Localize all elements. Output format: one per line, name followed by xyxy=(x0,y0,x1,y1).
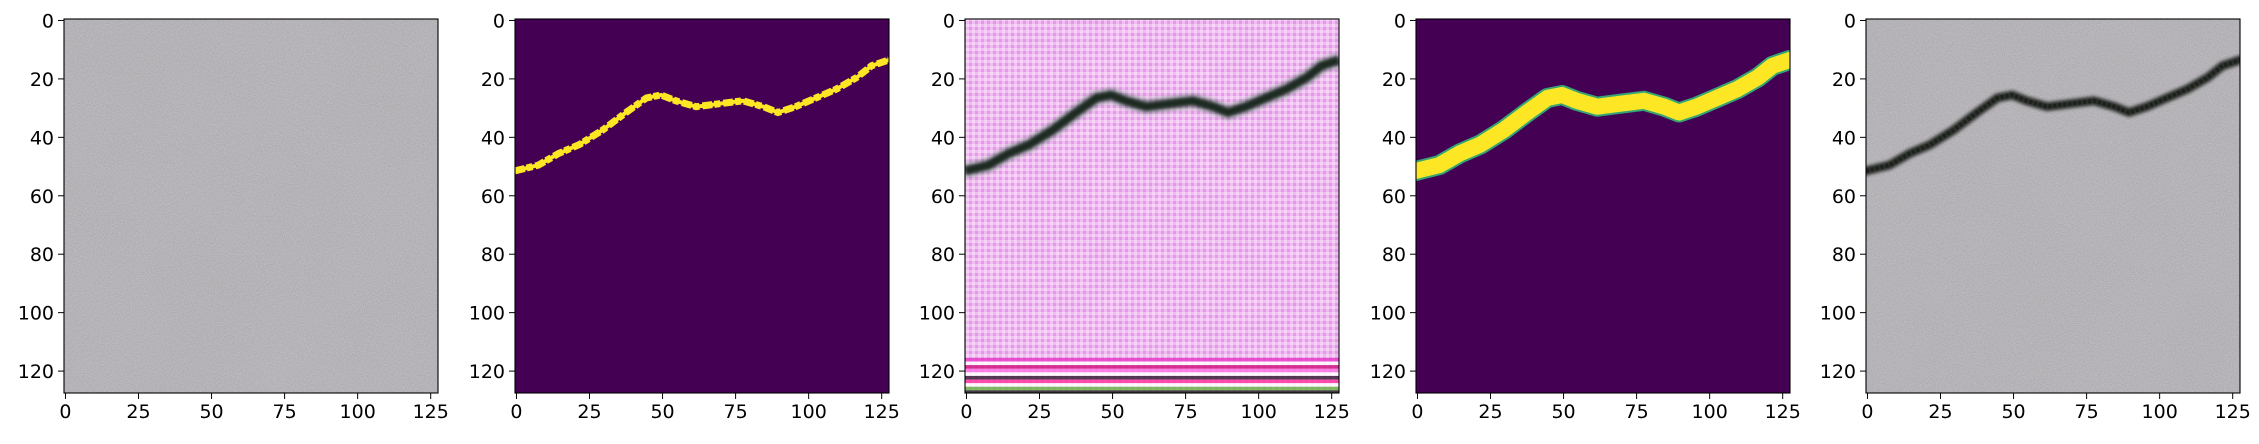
x-tick-label: 100 xyxy=(340,401,376,423)
x-tick-label: 75 xyxy=(1174,401,1198,423)
y-tick-label: 0 xyxy=(1394,10,1406,32)
x-tick-label: 50 xyxy=(1551,401,1575,423)
x-tick-label: 125 xyxy=(1765,401,1801,423)
x-tick-label: 50 xyxy=(650,401,674,423)
y-tick-label: 60 xyxy=(30,186,54,208)
x-tick-label: 25 xyxy=(1478,401,1502,423)
x-tick-label: 100 xyxy=(791,401,827,423)
y-tick-label: 120 xyxy=(1370,361,1406,383)
y-tick-label: 80 xyxy=(481,244,505,266)
panel-image xyxy=(1416,19,1790,393)
y-tick-label: 40 xyxy=(1832,127,1856,149)
x-tick-label: 125 xyxy=(1314,401,1350,423)
x-tick-label: 50 xyxy=(199,401,223,423)
y-tick-label: 120 xyxy=(469,361,505,383)
y-tick-label: 60 xyxy=(1382,186,1406,208)
panel-1-crack-free-photo: 0 25 50 75 100 125 0 20 40 60 80 100 120 xyxy=(18,10,449,423)
y-tick-label: 120 xyxy=(18,361,54,383)
panel-image xyxy=(965,19,1339,393)
y-tick-label: 0 xyxy=(1844,10,1856,32)
x-tick-label: 50 xyxy=(2001,401,2025,423)
y-tick-label: 60 xyxy=(481,186,505,208)
x-tick-label: 75 xyxy=(2075,401,2099,423)
y-tick-label: 0 xyxy=(943,10,955,32)
y-tick-label: 40 xyxy=(1382,127,1406,149)
y-tick-label: 80 xyxy=(1382,244,1406,266)
y-tick-label: 60 xyxy=(1832,186,1856,208)
y-tick-label: 0 xyxy=(493,10,505,32)
x-tick-label: 75 xyxy=(1625,401,1649,423)
x-tick-label: 125 xyxy=(864,401,900,423)
y-tick-label: 80 xyxy=(931,244,955,266)
y-tick-label: 40 xyxy=(481,127,505,149)
x-tick-label: 125 xyxy=(2215,401,2251,423)
axes-frame xyxy=(63,18,439,394)
y-tick-label: 80 xyxy=(30,244,54,266)
panel-5-composited-crack-photo: 0 25 50 75 100 125 0 20 40 60 80 100 120 xyxy=(1820,10,2251,423)
x-tick-label: 0 xyxy=(1861,401,1873,423)
axes-frame xyxy=(1865,18,2241,394)
x-tick-label: 75 xyxy=(273,401,297,423)
y-tick-label: 100 xyxy=(18,303,54,325)
y-tick-label: 20 xyxy=(30,69,54,91)
y-tick-label: 100 xyxy=(1820,303,1856,325)
y-tick-label: 120 xyxy=(1820,361,1856,383)
panel-3-generated-crack-image: 0 25 50 75 100 125 0 20 40 60 80 100 120 xyxy=(919,10,1350,423)
x-tick-label: 125 xyxy=(413,401,449,423)
x-tick-label: 0 xyxy=(960,401,972,423)
crack-mask-line xyxy=(1416,51,1790,179)
panel-image xyxy=(1866,19,2240,393)
x-tick-label: 0 xyxy=(1411,401,1423,423)
y-tick-label: 0 xyxy=(42,10,54,32)
y-tick-label: 40 xyxy=(931,127,955,149)
y-tick-label: 80 xyxy=(1832,244,1856,266)
y-tick-label: 120 xyxy=(919,361,955,383)
crack-line xyxy=(965,55,1339,176)
x-tick-label: 25 xyxy=(1027,401,1051,423)
y-tick-label: 20 xyxy=(481,69,505,91)
y-tick-label: 100 xyxy=(919,303,955,325)
x-tick-label: 25 xyxy=(126,401,150,423)
panel-image xyxy=(515,19,889,393)
x-tick-label: 75 xyxy=(724,401,748,423)
axes-frame xyxy=(1415,18,1791,394)
x-tick-label: 50 xyxy=(1100,401,1124,423)
y-tick-label: 40 xyxy=(30,127,54,149)
x-tick-label: 100 xyxy=(2142,401,2178,423)
x-tick-label: 100 xyxy=(1241,401,1277,423)
x-tick-label: 25 xyxy=(577,401,601,423)
panel-image xyxy=(64,19,438,393)
x-tick-label: 0 xyxy=(59,401,71,423)
x-tick-label: 25 xyxy=(1928,401,1952,423)
y-tick-label: 60 xyxy=(931,186,955,208)
x-tick-label: 100 xyxy=(1692,401,1728,423)
panel-2-binary-crack-mask: 0 25 50 75 100 125 0 20 40 60 80 100 120 xyxy=(469,10,900,423)
y-tick-label: 100 xyxy=(1370,303,1406,325)
y-tick-label: 100 xyxy=(469,303,505,325)
panel-4-smooth-crack-mask: 0 25 50 75 100 125 0 20 40 60 80 100 120 xyxy=(1370,10,1801,423)
axes-frame xyxy=(514,18,890,394)
y-tick-label: 20 xyxy=(1382,69,1406,91)
y-tick-label: 20 xyxy=(931,69,955,91)
x-tick-label: 0 xyxy=(510,401,522,423)
axes-frame xyxy=(964,18,1340,394)
y-tick-label: 20 xyxy=(1832,69,1856,91)
